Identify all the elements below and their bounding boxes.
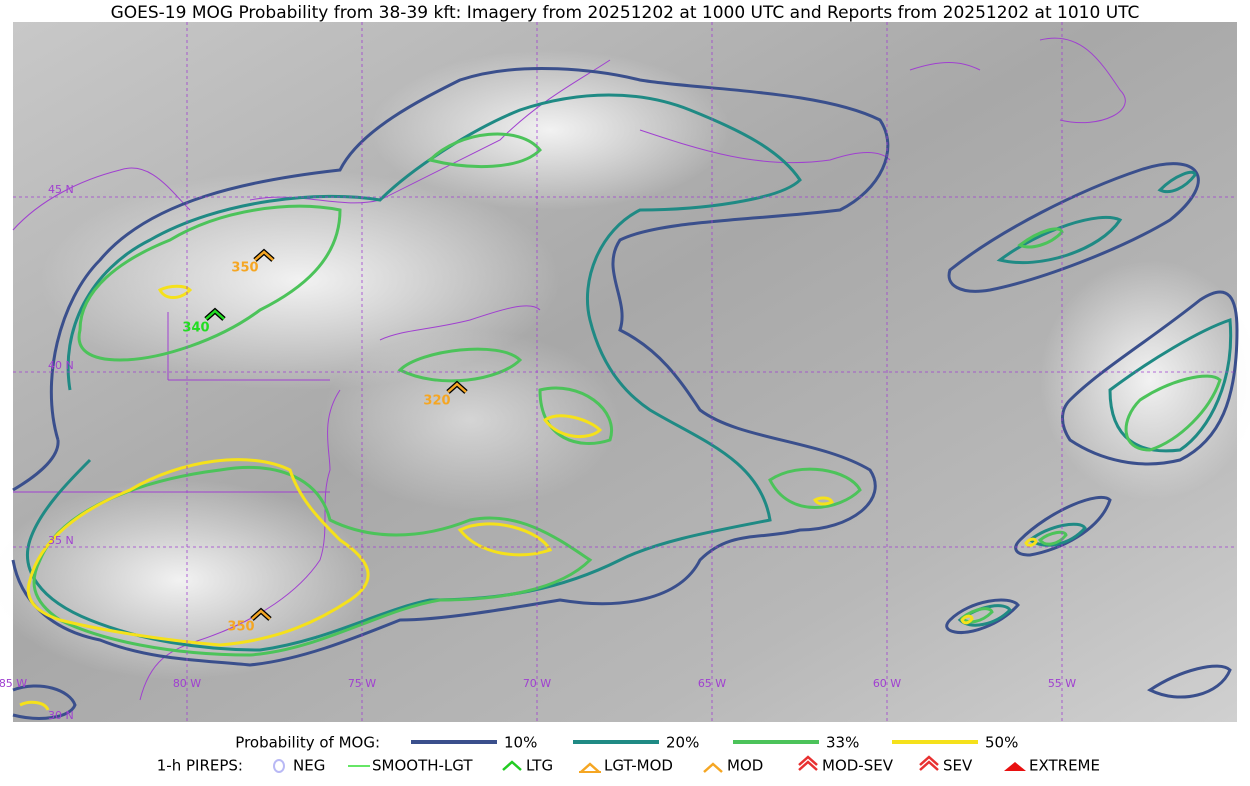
coastlines xyxy=(12,37,1126,701)
legend-icon xyxy=(798,760,818,771)
lat-label: 45 N xyxy=(48,183,74,196)
lat-label: 40 N xyxy=(48,359,74,372)
legend-label: 10% xyxy=(504,734,537,752)
pirep-marker xyxy=(205,309,225,320)
graticule xyxy=(13,22,1237,722)
legend-icon xyxy=(919,760,939,771)
lon-label: 70 W xyxy=(523,677,551,690)
legend-icon xyxy=(919,755,939,766)
lon-label: 85 W xyxy=(0,677,27,690)
legend-label: MOD-SEV xyxy=(822,757,894,775)
legend-icon xyxy=(703,762,723,773)
map: 45 N 40 N 35 N 30 N 85 W 80 W 75 W 70 W 65 W 60 W… xyxy=(0,22,1250,722)
legend-label: 20% xyxy=(666,734,699,752)
cloud xyxy=(370,50,730,210)
lon-label: 65 W xyxy=(698,677,726,690)
pirep-label: 350 xyxy=(231,261,258,276)
legend-label: EXTREME xyxy=(1029,757,1100,775)
lon-label: 80 W xyxy=(173,677,201,690)
legend-icon xyxy=(798,755,818,766)
legend-title: 1-h PIREPS: xyxy=(157,757,243,775)
pirep-marker xyxy=(251,609,271,620)
cloud xyxy=(0,480,370,680)
legend-label: SEV xyxy=(943,757,973,775)
lat-label: 35 N xyxy=(48,534,74,547)
legend-label: LTG xyxy=(526,757,553,775)
legend-label: LGT-MOD xyxy=(604,757,673,775)
cloud xyxy=(320,330,620,510)
legend-label: 33% xyxy=(826,734,859,752)
legend-label: MOD xyxy=(727,757,763,775)
map-labels: 45 N 40 N 35 N 30 N 85 W 80 W 75 W 70 W 65 W 60 W… xyxy=(0,183,1076,722)
lon-label: 75 W xyxy=(348,677,376,690)
cloud xyxy=(1040,260,1250,500)
legend-icon xyxy=(580,762,600,773)
pirep-label: 340 xyxy=(182,321,209,336)
legend-icon xyxy=(273,759,285,773)
pirep-marker xyxy=(447,382,467,393)
title: GOES-19 MOG Probability from 38-39 kft: … xyxy=(111,3,1140,23)
legend-label: NEG xyxy=(293,757,325,775)
legend-title: Probability of MOG: xyxy=(235,734,380,752)
pirep-label: 320 xyxy=(423,394,450,409)
legend-icon xyxy=(502,760,522,771)
legend: Probability of MOG: 10% 20% 33% 50% 1-h PIREP… xyxy=(157,734,1100,775)
lon-label: 60 W xyxy=(873,677,901,690)
legend-icon xyxy=(1004,762,1026,771)
legend-label: SMOOTH-LGT xyxy=(372,757,473,775)
pirep-marker xyxy=(254,250,274,261)
pirep-label: 350 xyxy=(227,620,254,635)
legend-label: 50% xyxy=(985,734,1018,752)
lat-label: 30 N xyxy=(48,709,74,722)
lon-label: 55 W xyxy=(1048,677,1076,690)
